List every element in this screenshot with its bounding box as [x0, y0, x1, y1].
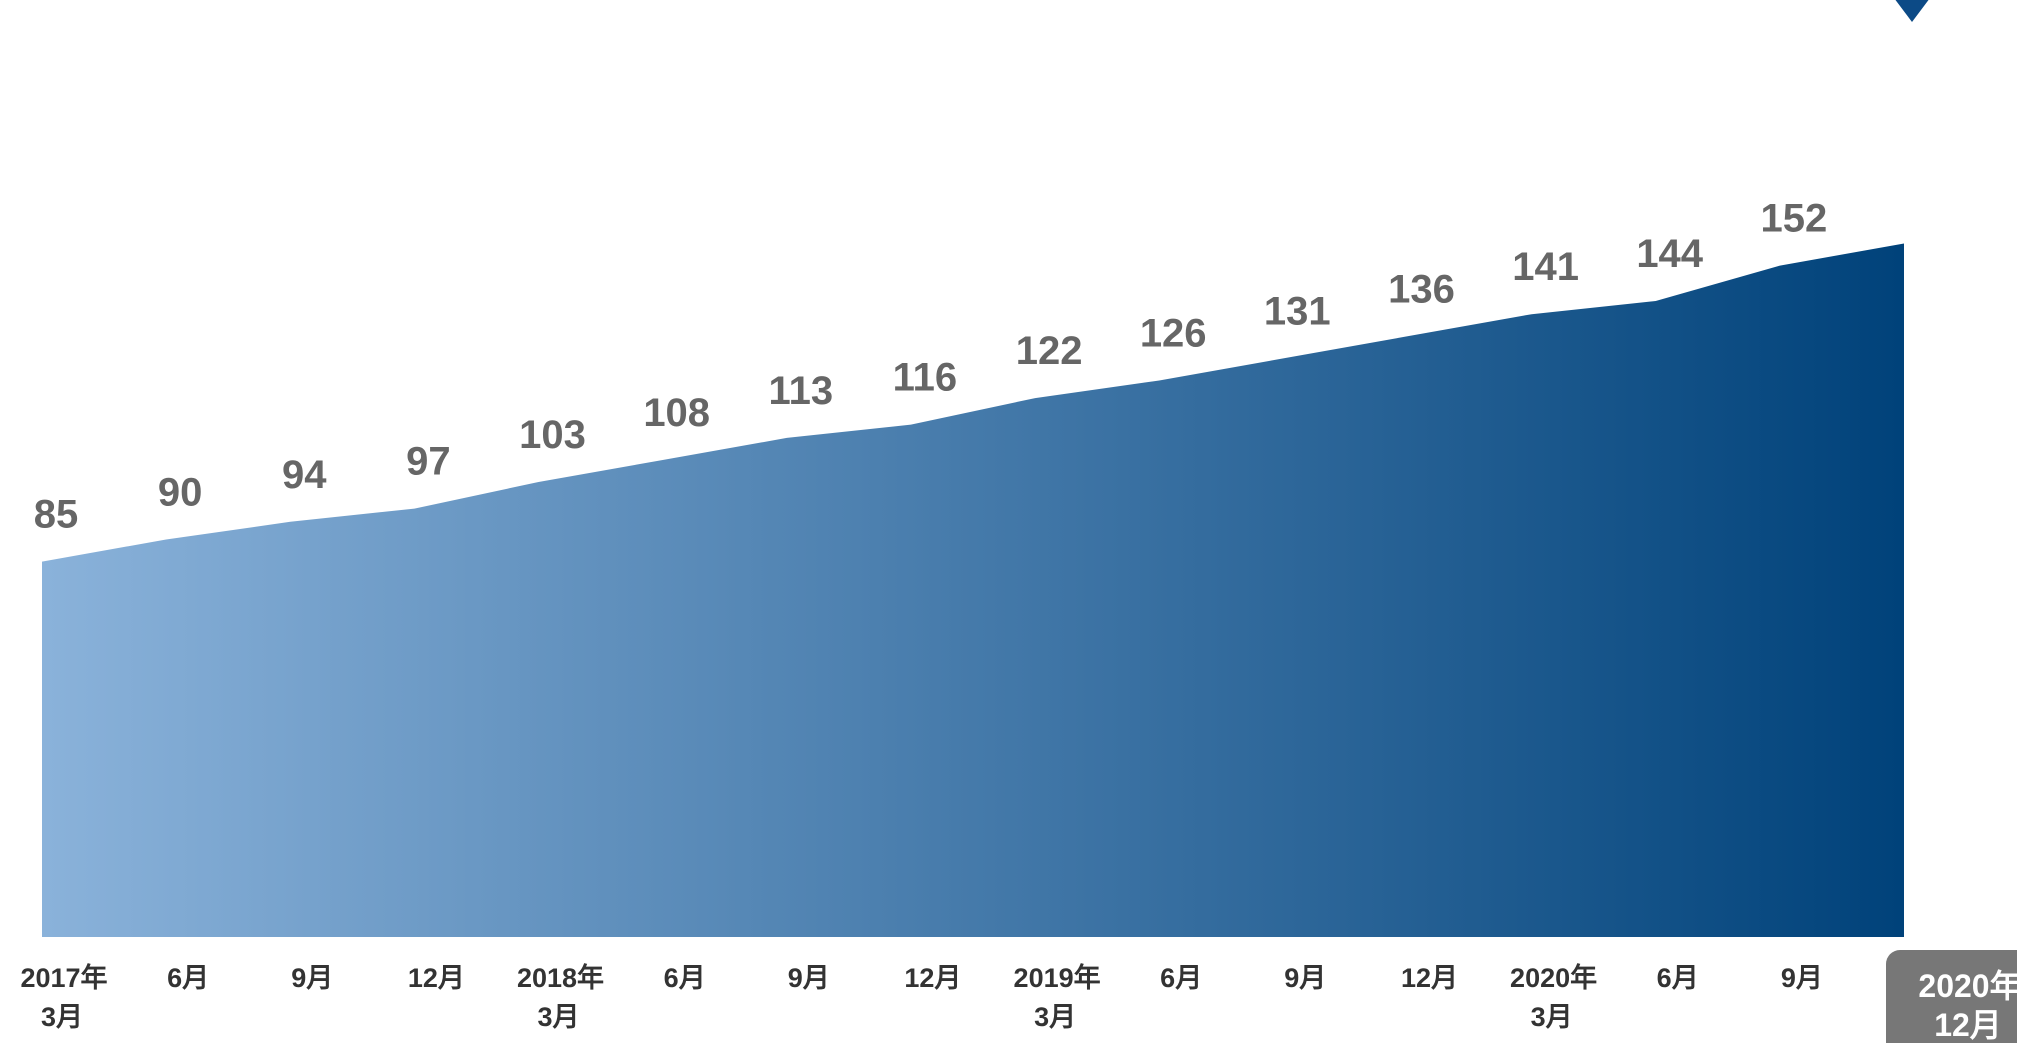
- tick-label-12-1: 3月: [1531, 1002, 1573, 1032]
- value-label-6: 113: [769, 369, 834, 413]
- tick-label-1-0: 6月: [167, 963, 209, 993]
- value-label-3: 97: [406, 440, 451, 484]
- tick-label-14-0: 9月: [1781, 963, 1823, 993]
- tick-label-15-0: 2020年: [1918, 968, 2017, 1004]
- value-label-12: 141: [1512, 245, 1579, 289]
- tick-label-3-0: 12月: [408, 963, 465, 993]
- tick-label-5-0: 6月: [664, 963, 706, 993]
- tick-label-13-0: 6月: [1657, 963, 1699, 993]
- series-area: [42, 243, 1904, 937]
- tick-label-6-0: 9月: [788, 963, 830, 993]
- value-label-10: 131: [1264, 289, 1331, 333]
- tick-label-10-0: 9月: [1284, 963, 1326, 993]
- value-label-7: 116: [893, 356, 958, 400]
- tick-label-12-0: 2020年: [1510, 962, 1597, 993]
- value-label-2: 94: [282, 453, 327, 497]
- tick-label-4-1: 3月: [537, 1002, 579, 1032]
- tick-label-0-0: 2017年: [20, 962, 107, 993]
- value-label-5: 108: [643, 391, 710, 435]
- tick-label-9-0: 6月: [1160, 963, 1202, 993]
- value-label-11: 136: [1388, 267, 1455, 311]
- tick-label-2-0: 9月: [291, 963, 333, 993]
- value-labels: 85 90 94 97 103 108 113 116 122 126 131 136 141 144 15…: [34, 197, 1828, 537]
- tick-label-8-0: 2019年: [1014, 962, 1101, 993]
- value-label-9: 126: [1140, 312, 1207, 356]
- tick-label-8-1: 3月: [1034, 1002, 1076, 1032]
- area-layer: [42, 0, 1929, 937]
- value-label-4: 103: [519, 413, 586, 457]
- value-label-8: 122: [1016, 329, 1083, 373]
- value-label-0: 85: [34, 493, 79, 537]
- tick-label-7-0: 12月: [904, 963, 961, 993]
- tick-label-0-1: 3月: [41, 1002, 83, 1032]
- x-axis-ticks: 2017年 3月 6月 9月 12月 2018年 3月 6月 9月 12月 2019年 3月 6月 9月 1…: [20, 950, 2017, 1043]
- tick-label-4-0: 2018年: [517, 962, 604, 993]
- tick-label-15-1: 12月: [1934, 1007, 2002, 1043]
- value-label-1: 90: [158, 471, 203, 515]
- value-label-13: 144: [1636, 232, 1703, 276]
- highlight-tick-box: [1886, 950, 2017, 1043]
- current-marker-icon: [1895, 0, 1929, 22]
- value-label-14: 152: [1761, 197, 1828, 241]
- tick-label-11-0: 12月: [1401, 963, 1458, 993]
